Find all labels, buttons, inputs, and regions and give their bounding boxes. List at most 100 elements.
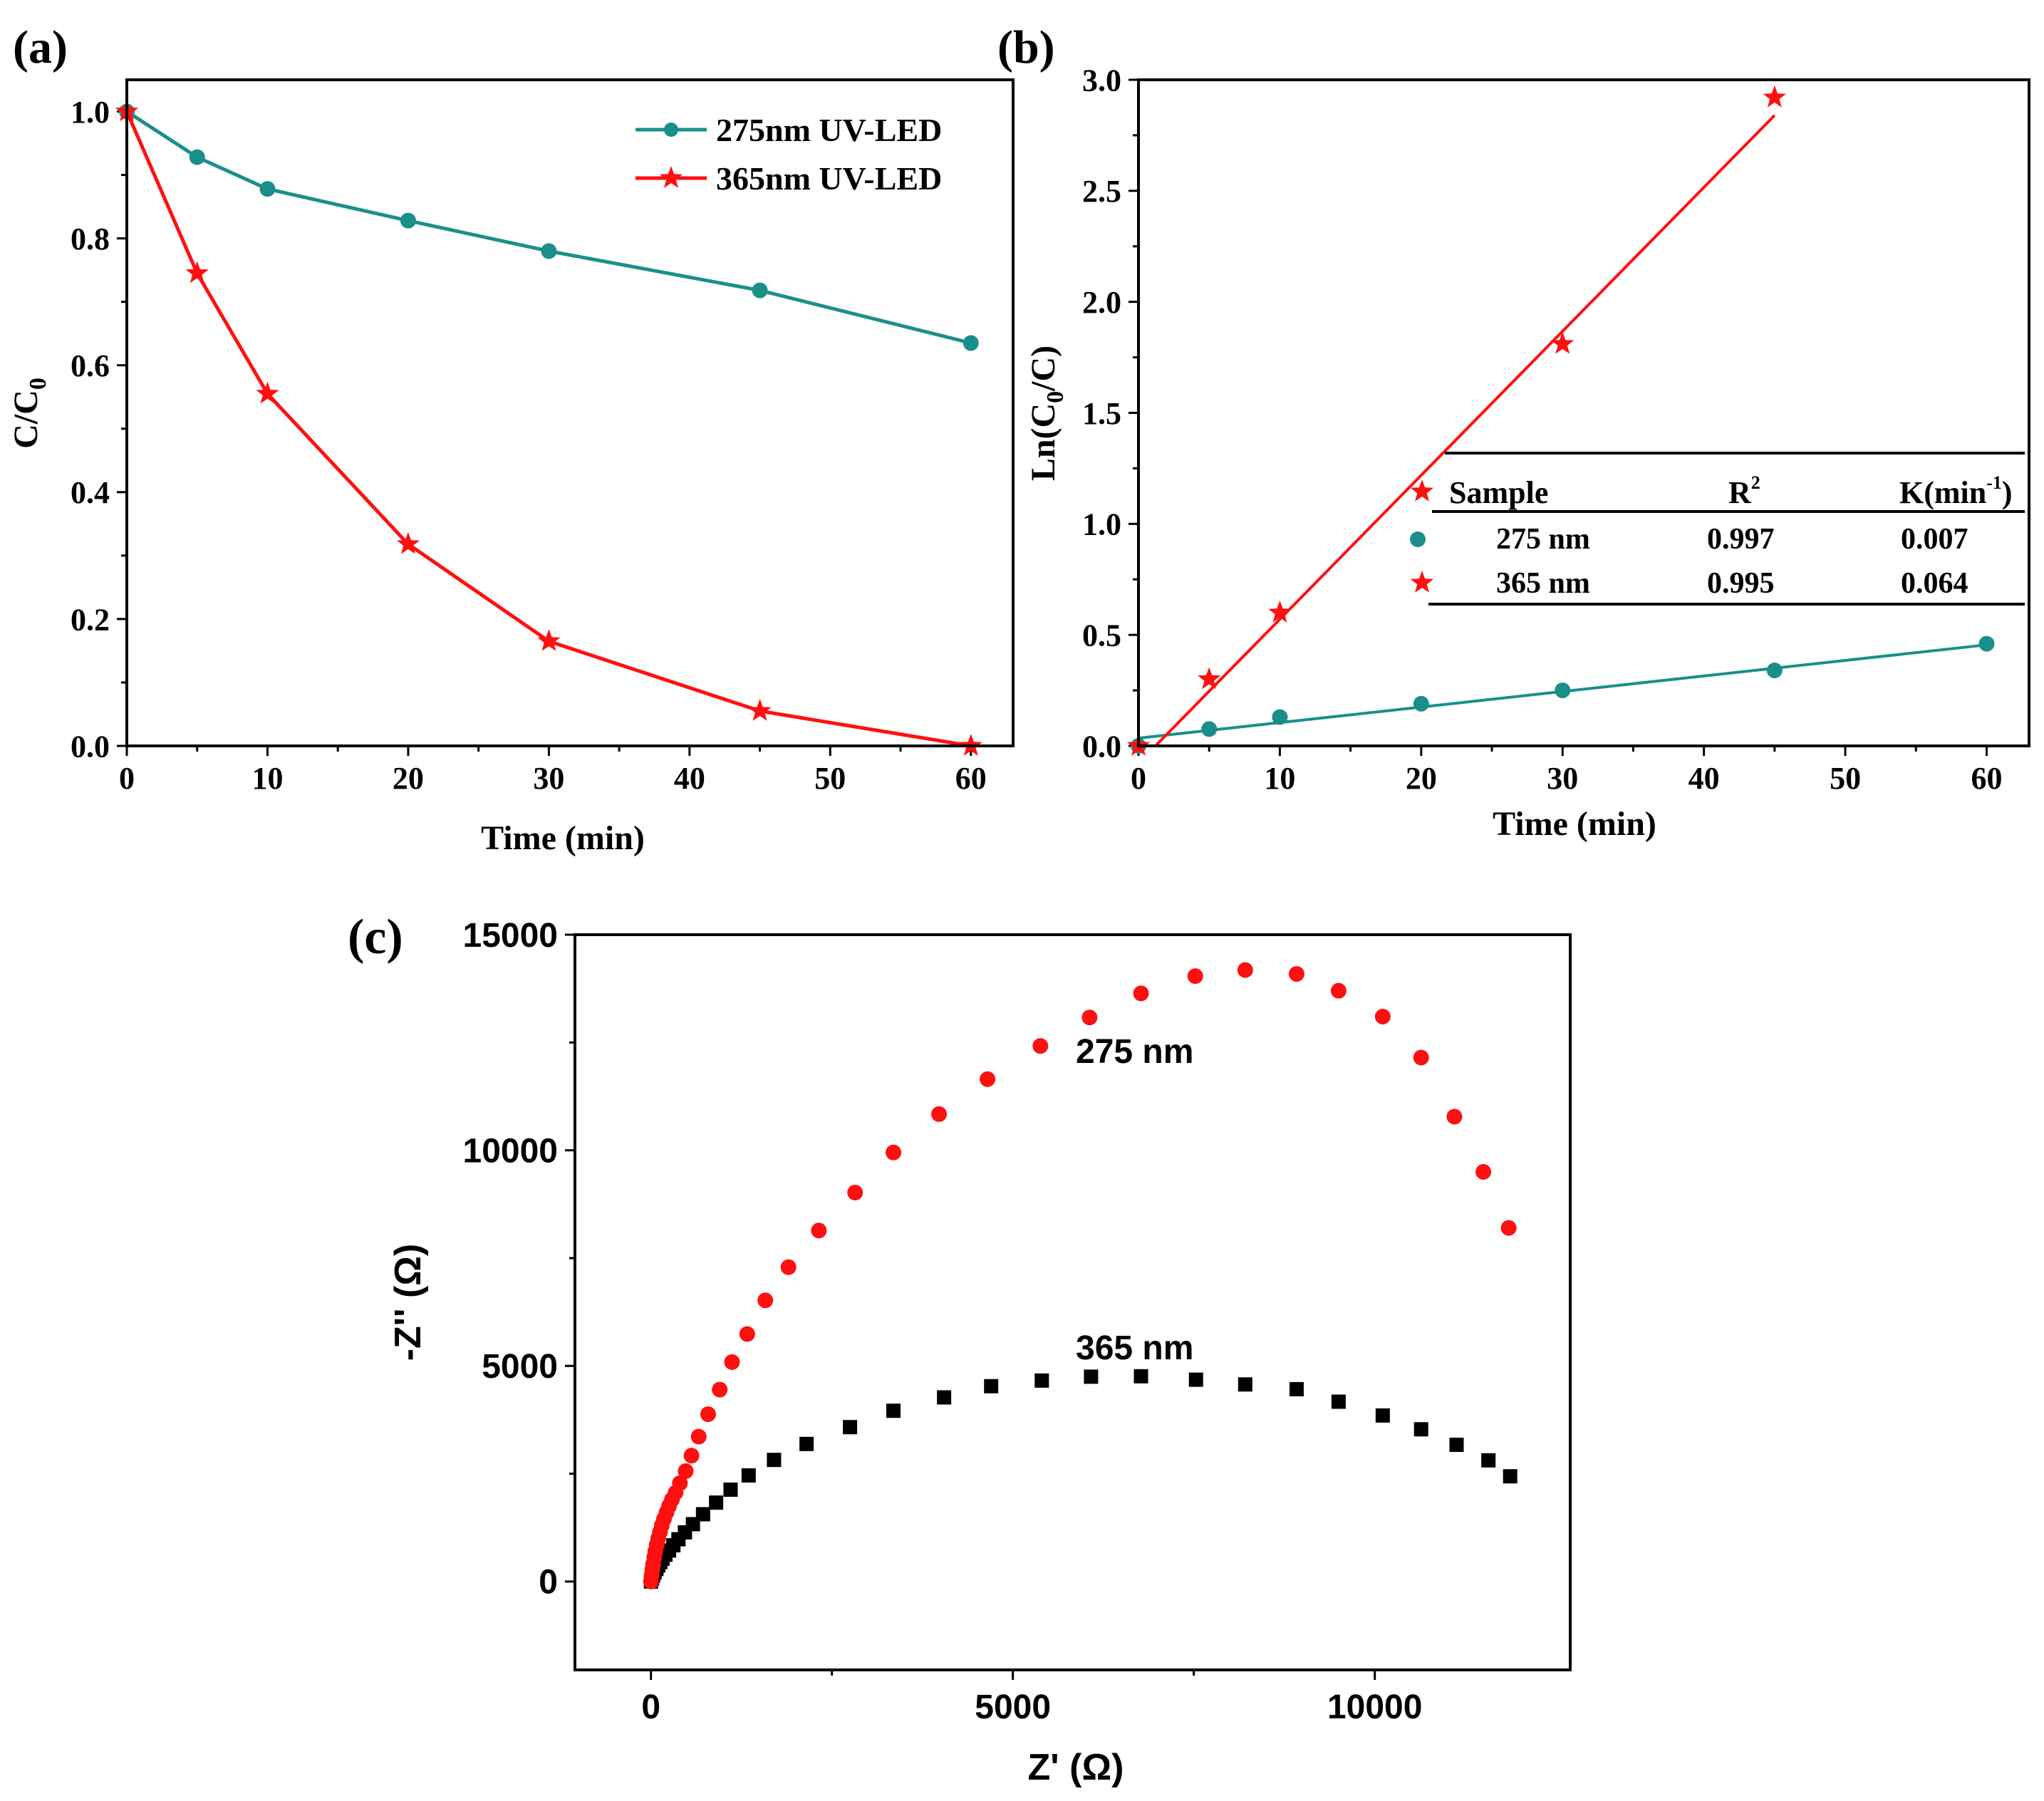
x-tick-label: 0 [641, 1688, 660, 1726]
data-point-365 [185, 261, 209, 284]
panel-a-tick-labels: 0 10 20 30 40 50 60 0.0 0.2 0.4 0.6 0.8 1.0 [71, 95, 987, 796]
data-point-275 [1500, 1220, 1517, 1236]
panel-b: (b) 0 10 20 30 40 50 600.00.51.01.52.02.53.0 T… [997, 21, 2030, 843]
y-tick-label: 1.0 [1082, 507, 1121, 542]
panel-c: (c) 0 5000 10000 0 5000 10000 15000 275 nm 365… [348, 910, 1572, 1788]
data-point-275 [739, 1326, 755, 1342]
table-header-k: K(min-1) [1899, 472, 2013, 510]
y-tick-label: 0.5 [1082, 618, 1121, 653]
data-point-365 [937, 1390, 952, 1405]
data-point-365 [709, 1495, 724, 1510]
data-point-365 [843, 1420, 858, 1435]
fit-line-365 [1154, 114, 1776, 747]
panel-b-tick-labels: 0 10 20 30 40 50 60 0.0 0.5 1.0 1.5 2.0 2.5 3.0 [1082, 63, 2002, 796]
y-tick-label: 10000 [463, 1132, 558, 1170]
panel-a-series [115, 99, 982, 756]
data-point-275 [1978, 635, 1995, 652]
y-tick-label: 0.6 [71, 348, 110, 383]
y-tick-label: 2.0 [1082, 285, 1121, 320]
table-header-sample: Sample [1449, 475, 1548, 510]
x-tick-label: 20 [1406, 761, 1437, 796]
x-tick-label: 40 [1688, 761, 1720, 796]
y-tick-label: 15000 [463, 917, 558, 955]
panel-b-label: (b) [997, 21, 1055, 73]
data-point-275 [1374, 1009, 1391, 1025]
data-point-365 [695, 1507, 710, 1522]
y-tick-label: 2.5 [1082, 174, 1121, 209]
data-point-365 [723, 1482, 738, 1497]
data-point-365 [984, 1379, 999, 1393]
y-tick-label: 3.0 [1082, 63, 1121, 98]
table-header-r2-sup: 2 [1751, 472, 1760, 493]
annotation-365: 365 nm [1076, 1329, 1193, 1367]
data-point-365 [799, 1436, 814, 1451]
data-point-275 [724, 1354, 740, 1370]
panel-a-ylabel-main: C/C [7, 390, 45, 449]
data-point-365 [1198, 667, 1221, 690]
y-tick-label: 0.4 [71, 475, 110, 510]
data-point-275 [752, 282, 768, 299]
panel-a-ylabel-sub: 0 [25, 378, 51, 390]
data-point-365 [1133, 1369, 1148, 1384]
data-point-365 [1188, 1372, 1203, 1387]
panel-a-ticks [117, 110, 972, 756]
data-point-275 [189, 149, 205, 165]
x-tick-label: 20 [393, 761, 424, 796]
y-tick-label: 1.0 [71, 95, 110, 130]
data-point-365 [1481, 1453, 1496, 1468]
y-tick-label: 1.5 [1082, 396, 1121, 431]
table-header-star-icon [1410, 479, 1434, 502]
table-row-275-r2: 0.997 [1707, 523, 1775, 556]
panel-a-ylabel: C/C0 [7, 378, 51, 449]
panel-c-tick-labels: 0 5000 10000 0 5000 10000 15000 [463, 917, 1423, 1726]
data-point-275 [780, 1259, 797, 1275]
data-point-275 [259, 181, 276, 197]
y-tick-label: 0.0 [1082, 729, 1121, 764]
panel-b-ticks [1129, 78, 1988, 756]
data-point-275 [1187, 968, 1203, 985]
data-point-365 [748, 699, 772, 721]
data-point-365 [1331, 1394, 1346, 1409]
data-point-275 [811, 1223, 827, 1239]
data-point-365 [1289, 1381, 1304, 1396]
panel-c-xlabel: Z' (Ω) [1028, 1747, 1124, 1788]
data-point-275 [1330, 982, 1347, 999]
panel-a: (a) 0 10 20 30 40 50 60 0.0 0.2 0.4 0.6 0.8 1.0 Time… [7, 21, 1015, 857]
data-point-365 [1551, 331, 1574, 354]
data-point-275 [400, 212, 416, 229]
panel-b-ylabel-sub: 0 [1042, 391, 1069, 403]
data-point-365 [1268, 601, 1292, 623]
table-row-365-k: 0.064 [1901, 567, 1968, 600]
data-point-275 [1288, 966, 1304, 982]
data-point-365 [1449, 1438, 1464, 1453]
fit-table: Sample R2 K(min-1) 275 nm 0.997 0.007 36… [1410, 452, 2025, 606]
panel-b-ylabel-pre: Ln(C [1024, 403, 1062, 481]
panel-a-frame [125, 78, 1015, 747]
x-tick-label: 50 [1830, 761, 1861, 796]
panel-a-legend: 275nm UV-LED 365nm UV-LED [635, 112, 942, 197]
panel-b-ylabel: Ln(C0/C) [1024, 346, 1069, 481]
panel-c-frame [574, 933, 1572, 1671]
data-point-275 [886, 1144, 902, 1161]
data-point-365 [1503, 1469, 1518, 1484]
panel-c-series [643, 962, 1518, 1589]
x-tick-label: 10 [1264, 761, 1295, 796]
data-point-275 [1413, 695, 1429, 712]
table-row-365-star-icon [1410, 571, 1434, 593]
data-point-365 [1375, 1408, 1390, 1423]
data-point-275 [1201, 721, 1218, 737]
x-tick-label: 30 [1547, 761, 1578, 796]
legend-label-275: 275nm UV-LED [716, 112, 942, 148]
data-point-275 [1766, 663, 1783, 679]
annotation-275: 275 nm [1076, 1033, 1193, 1071]
y-tick-label: 0.0 [71, 729, 110, 764]
data-point-275 [757, 1292, 774, 1309]
data-point-275 [700, 1406, 716, 1423]
data-point-275 [1237, 962, 1253, 978]
data-point-365 [256, 381, 279, 404]
table-header-r2: R2 [1728, 472, 1760, 510]
x-tick-label: 50 [814, 761, 846, 796]
legend-label-365: 365nm UV-LED [716, 160, 942, 197]
data-point-365 [1084, 1369, 1099, 1384]
